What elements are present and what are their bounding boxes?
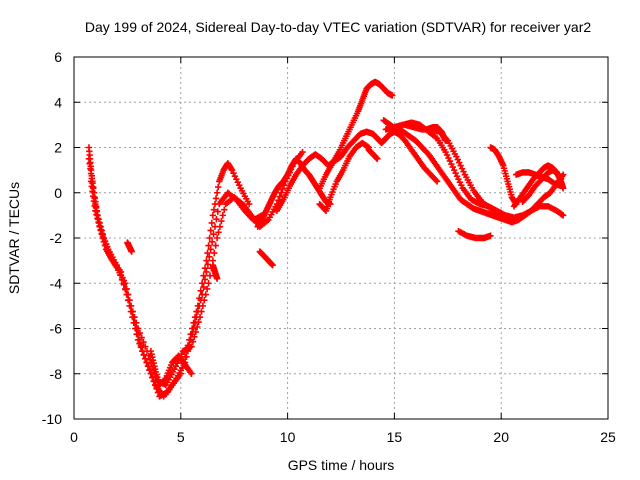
data-point [205,280,211,286]
sdtvar-chart: Day 199 of 2024, Sidereal Day-to-day VTE… [0,0,640,480]
data-point [212,242,218,248]
series-arc-10 [316,79,395,192]
x-tick-label: 10 [280,429,296,445]
x-tick-label: 0 [70,429,78,445]
data-point [217,223,223,229]
y-tick-label: -6 [50,321,63,337]
data-point [221,207,227,213]
y-tick-label: -10 [42,411,62,427]
series-arc-1 [86,144,253,399]
data-point [210,212,216,218]
data-point [200,303,206,309]
x-axis-label: GPS time / hours [288,457,395,473]
data-point [198,308,204,314]
data-point [203,291,209,297]
data-point [128,303,134,309]
y-tick-label: -2 [50,230,63,246]
data-point [197,314,203,320]
series-arc-17 [455,228,493,241]
data-point [214,235,220,241]
x-tick-label: 5 [177,429,185,445]
y-tick-label: 2 [54,140,62,156]
x-tick-label: 20 [493,429,509,445]
y-tick-label: 4 [54,94,62,110]
x-tick-label: 25 [600,429,616,445]
y-tick-label: 6 [54,49,62,65]
series-arc-4 [124,239,135,254]
y-tick-label: -8 [50,366,63,382]
data-point [211,250,217,256]
chart-title: Day 199 of 2024, Sidereal Day-to-day VTE… [85,19,591,35]
data-point [209,220,215,226]
data-point [126,297,132,303]
series-arc-8 [257,248,276,268]
data-point [213,195,219,201]
series-arc-6 [210,262,221,282]
series-arc-18 [487,144,519,207]
data-points-layer [86,79,567,400]
y-axis-label: SDTVAR / TECUs [6,182,22,294]
y-tick-label: 0 [54,185,62,201]
data-point [220,212,226,218]
x-tick-label: 15 [387,429,403,445]
data-point [215,184,221,190]
y-tick-label: -4 [50,275,63,291]
data-point [214,190,220,196]
